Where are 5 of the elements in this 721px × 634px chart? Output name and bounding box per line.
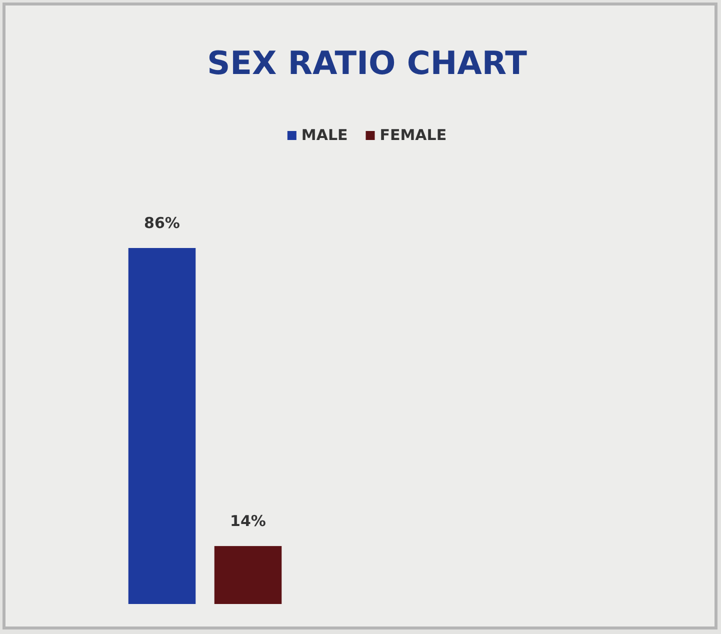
- legend-label: FEMALE: [380, 126, 447, 144]
- legend-label: MALE: [301, 126, 348, 144]
- data-label: 14%: [230, 512, 266, 530]
- data-label: 86%: [144, 214, 180, 232]
- text: SEX RATIO CHART: [207, 44, 528, 82]
